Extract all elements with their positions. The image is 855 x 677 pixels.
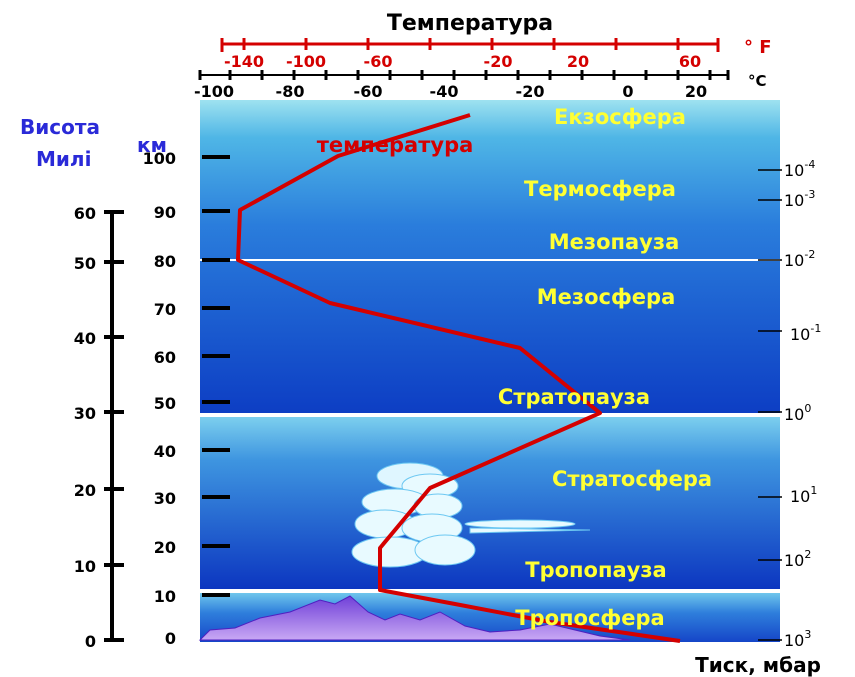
km-tick: 20 (154, 538, 176, 557)
mountains (198, 595, 631, 641)
sky-panel (200, 100, 780, 642)
celsius-tick: -40 (430, 82, 459, 101)
km-axis (202, 155, 230, 597)
fahrenheit-unit: ° F (744, 37, 772, 58)
fahrenheit-tick: 20 (567, 52, 589, 71)
upper-atmosphere-panel (200, 100, 780, 413)
layer-stratopause: Стратопауза (498, 385, 650, 409)
mile-tick: 50 (74, 254, 96, 273)
mile-tick: 30 (74, 404, 96, 423)
celsius-tick: 0 (622, 82, 633, 101)
height-label: Висота (20, 115, 100, 139)
layer-tropopause: Тропопауза (525, 558, 666, 582)
km-tick: 70 (154, 300, 176, 319)
pressure-tick: 10-3 (784, 188, 815, 210)
pressure-tick: 103 (784, 628, 811, 650)
layer-mesosphere: Мезосфера (537, 285, 676, 309)
stratosphere-panel (200, 417, 780, 589)
curve-label: температура (317, 133, 474, 157)
celsius-unit: °C (748, 72, 767, 90)
fahrenheit-tick: -60 (364, 52, 393, 71)
celsius-tick: 20 (685, 82, 707, 101)
km-tick: 10 (154, 587, 176, 606)
celsius-axis: -100 -80 -60 -40 -20 0 20 °C (194, 70, 767, 101)
fahrenheit-tick: -20 (484, 52, 513, 71)
km-tick: 90 (154, 203, 176, 222)
celsius-tick: -80 (276, 82, 305, 101)
fahrenheit-tick: 60 (679, 52, 701, 71)
km-tick: 100 (143, 149, 176, 168)
km-tick: 50 (154, 394, 176, 413)
mile-tick: 20 (74, 481, 96, 500)
km-label: км (137, 133, 167, 157)
mile-tick: 10 (74, 557, 96, 576)
miles-axis (104, 210, 124, 642)
layer-troposphere: Тропосфера (515, 606, 664, 630)
layer-stratosphere: Стратосфера (552, 467, 712, 491)
mile-tick: 0 (85, 632, 96, 651)
fahrenheit-tick: -140 (224, 52, 264, 71)
pressure-tick: 100 (784, 402, 811, 424)
pressure-axis-title: Тиск, мбар (695, 653, 821, 677)
layer-thermosphere: Термосфера (524, 177, 676, 201)
km-tick: 30 (154, 489, 176, 508)
km-tick: 40 (154, 442, 176, 461)
temperature-curve (236, 113, 681, 643)
mile-tick: 60 (74, 204, 96, 223)
pressure-tick: 10-1 (790, 322, 821, 344)
layer-exosphere: Екзосфера (554, 105, 686, 129)
celsius-tick: -100 (194, 82, 234, 101)
km-tick: 0 (165, 629, 176, 648)
km-tick: 80 (154, 252, 176, 271)
cloud (351, 462, 591, 568)
km-tick: 60 (154, 348, 176, 367)
miles-label: Милі (36, 147, 91, 171)
layer-mesopause: Мезопауза (549, 230, 680, 254)
mile-tick: 40 (74, 329, 96, 348)
pressure-tick: 10-4 (784, 158, 815, 180)
pressure-axis (758, 169, 782, 641)
pressure-tick: 10-2 (784, 248, 815, 270)
pressure-tick: 102 (784, 548, 811, 570)
temperature-axis-title: Температура (387, 11, 553, 36)
fahrenheit-axis: -140 -100 -60 -20 20 60 ° F (220, 37, 772, 71)
pressure-tick: 101 (790, 484, 817, 506)
celsius-tick: -60 (354, 82, 383, 101)
fahrenheit-tick: -100 (286, 52, 326, 71)
celsius-tick: -20 (516, 82, 545, 101)
